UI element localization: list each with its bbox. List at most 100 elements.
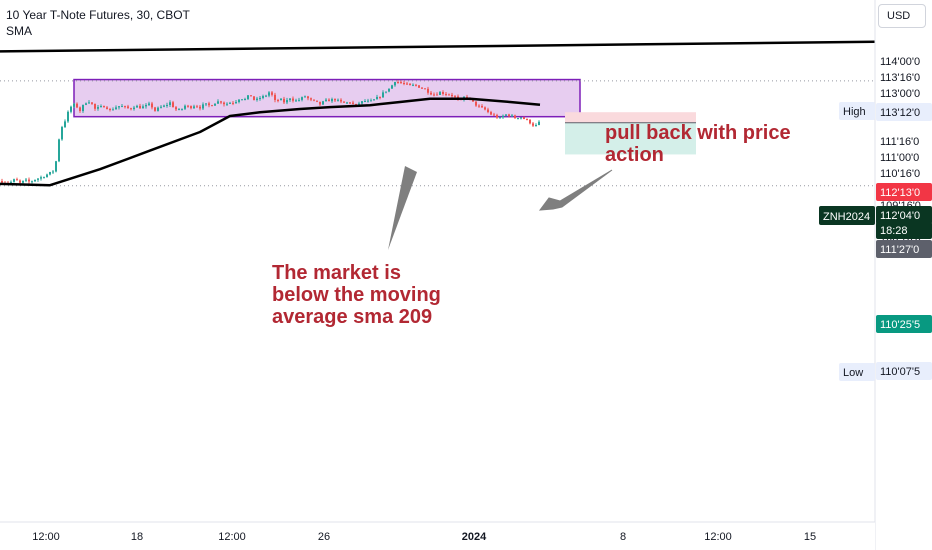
candle <box>520 117 522 120</box>
candle <box>13 178 15 183</box>
candle-body <box>484 107 486 110</box>
candle <box>517 117 519 120</box>
candle <box>286 97 288 105</box>
candle-body <box>481 105 483 108</box>
currency-selector[interactable]: USD <box>878 4 926 28</box>
y-tick-label: 114'00'0 <box>880 56 920 68</box>
countdown-label-bg <box>876 222 932 239</box>
candle-body <box>505 114 507 116</box>
x-tick-label: 2024 <box>462 531 487 543</box>
candle-body <box>376 96 378 100</box>
candle-body <box>31 181 33 183</box>
candle <box>118 106 120 110</box>
stop-price-label-text: 112'13'0 <box>880 187 920 199</box>
candle-body <box>238 99 240 103</box>
candle <box>28 177 30 184</box>
candle-body <box>232 102 234 104</box>
candle-body <box>514 115 516 119</box>
x-tick-label: 8 <box>620 531 626 543</box>
candle-body <box>181 108 183 110</box>
candle-body <box>61 127 63 140</box>
candle <box>169 100 171 108</box>
candle-body <box>37 178 39 180</box>
candle <box>214 103 216 106</box>
candle-body <box>235 102 237 104</box>
candle-body <box>208 103 210 106</box>
candle <box>316 100 318 103</box>
candle-body <box>382 92 384 98</box>
candle-body <box>478 105 480 107</box>
candle-body <box>325 99 327 102</box>
candle-body <box>301 97 303 100</box>
chart-header: 10 Year T-Note Futures, 30, CBOT SMA <box>6 7 190 39</box>
candle-body <box>109 108 111 110</box>
candle <box>307 95 309 101</box>
candle-body <box>394 82 396 86</box>
candle <box>82 104 84 113</box>
candle-body <box>361 101 363 104</box>
candle-body <box>211 105 213 107</box>
candle-body <box>307 96 309 99</box>
annotation-pullback-line2: action <box>605 144 664 166</box>
candle-body <box>115 107 117 110</box>
candle <box>496 113 498 119</box>
countdown-label: 18:28 <box>876 222 932 239</box>
candle-body <box>445 93 447 95</box>
candle-body <box>436 94 438 96</box>
low-tag-text: Low <box>843 367 863 379</box>
arrow-to-sma <box>388 166 417 250</box>
candle-body <box>202 104 204 109</box>
sma-line <box>0 97 541 187</box>
candle-body <box>259 97 261 99</box>
candle <box>226 102 228 106</box>
candle-body <box>10 181 12 183</box>
candle-body <box>313 99 315 101</box>
candle <box>328 98 330 102</box>
candle-body <box>19 180 21 183</box>
candle-body <box>262 96 264 98</box>
prev-price-label-text: 111'27'0 <box>880 244 919 256</box>
candle-body <box>28 179 30 182</box>
annotation-pullback-line1: pull back with price <box>605 122 791 144</box>
candle <box>451 92 453 99</box>
candle <box>1 178 3 184</box>
time-axis[interactable] <box>0 522 875 550</box>
candle-body <box>139 105 141 109</box>
candle <box>202 102 204 111</box>
candle-body <box>415 84 417 86</box>
candle <box>442 90 444 96</box>
candle-body <box>217 101 219 104</box>
candle-body <box>406 83 408 85</box>
candle-body <box>490 112 492 115</box>
candle <box>250 95 252 97</box>
candle <box>166 102 168 108</box>
candle <box>151 101 153 110</box>
candle <box>145 103 147 109</box>
indicator-label[interactable]: SMA <box>6 24 33 38</box>
y-tick-label: 111'16'0 <box>880 136 919 148</box>
candle-body <box>427 88 429 93</box>
price-axis[interactable] <box>875 0 932 550</box>
symbol-title[interactable]: 10 Year T-Note Futures, 30, CBOT <box>6 8 190 22</box>
candle-body <box>214 103 216 106</box>
candle-body <box>529 119 531 124</box>
candle-body <box>79 107 81 112</box>
stop-price-label: 112'13'0 <box>876 183 932 201</box>
candle-body <box>355 103 357 105</box>
candle-body <box>310 98 312 100</box>
candle <box>181 108 183 111</box>
candle-body <box>502 115 504 118</box>
candle <box>73 102 75 109</box>
trend-line <box>0 40 876 53</box>
candle <box>538 120 540 126</box>
candle-body <box>148 103 150 106</box>
candle <box>112 107 114 111</box>
candle-body <box>64 121 66 128</box>
high-tag-text: High <box>843 106 866 118</box>
y-tick-label: 111'00'0 <box>880 152 919 164</box>
candle-body <box>289 98 291 101</box>
candle-body <box>100 106 102 108</box>
candle-body <box>418 85 420 88</box>
candle-body <box>46 174 48 178</box>
